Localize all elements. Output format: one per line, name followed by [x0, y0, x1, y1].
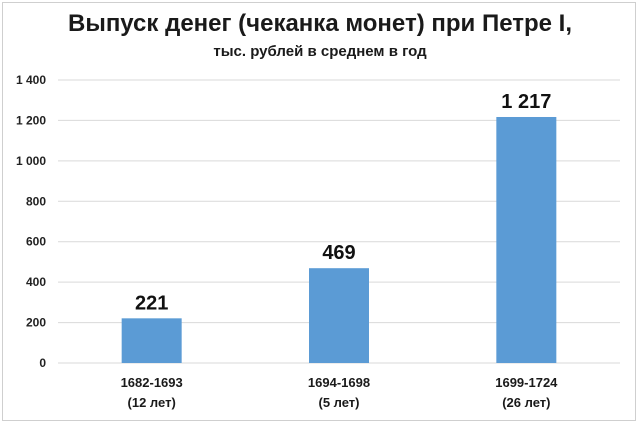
bar: [121, 318, 182, 363]
x-category-sublabel: (26 лет): [502, 395, 550, 410]
data-label: 1 217: [501, 91, 551, 113]
y-tick-label: 800: [26, 194, 46, 208]
y-tick-label: 1 200: [16, 113, 46, 127]
bar: [309, 268, 369, 363]
x-category-label: 1699-1724: [495, 375, 558, 390]
x-axis-categories: 1682-1693 (12 лет) 1694-1698 (5 лет) 1699-17…: [121, 375, 559, 410]
chart-subtitle: тыс. рублей в среднем в год: [213, 43, 427, 60]
y-tick-label: 600: [26, 235, 46, 249]
data-label: 469: [322, 242, 355, 264]
y-tick-label: 1 000: [16, 154, 46, 168]
data-labels: 221 469 1 217: [135, 91, 551, 314]
chart-title: Выпуск денег (чеканка монет) при Петре I…: [67, 10, 572, 37]
y-axis-ticks: 0 200 400 600 800 1 000 1 200 1 400: [16, 73, 46, 370]
y-tick-label: 400: [26, 275, 46, 289]
y-tick-label: 1 400: [16, 73, 46, 87]
bars: [121, 116, 557, 363]
y-tick-label: 0: [39, 356, 46, 370]
x-category-sublabel: (5 лет): [318, 395, 359, 410]
bar: [496, 116, 557, 363]
x-category-label: 1694-1698: [308, 375, 370, 390]
x-category-sublabel: (12 лет): [128, 395, 176, 410]
data-label: 221: [135, 292, 168, 314]
y-tick-label: 200: [26, 316, 46, 330]
x-category-label: 1682-1693: [121, 375, 183, 390]
